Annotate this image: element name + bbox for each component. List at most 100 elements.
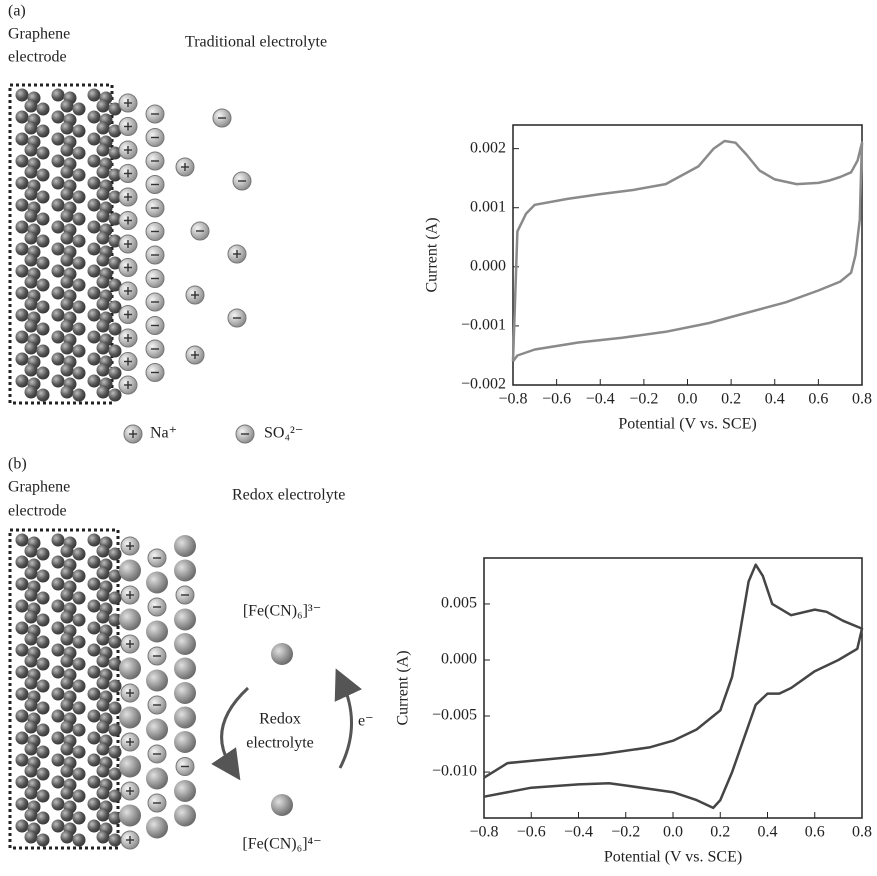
atom	[73, 548, 86, 561]
atom	[16, 556, 29, 569]
atom	[16, 111, 29, 124]
atom	[73, 570, 86, 583]
atom	[52, 309, 65, 322]
atom	[88, 111, 101, 124]
y-tick-label: −0.005	[432, 707, 477, 724]
atom	[97, 100, 110, 113]
y-axis-title: Current (A)	[395, 650, 412, 725]
atom	[109, 790, 122, 803]
atom	[88, 155, 101, 168]
atom	[97, 677, 110, 690]
redox-ion	[174, 682, 196, 704]
atom	[16, 754, 29, 767]
redox-ion	[146, 817, 168, 839]
atom	[16, 578, 29, 591]
atom	[52, 243, 65, 256]
atom	[37, 191, 50, 204]
atom	[37, 235, 50, 248]
redox-ion	[271, 794, 293, 816]
atom	[97, 831, 110, 844]
atom	[37, 680, 50, 693]
atom	[16, 688, 29, 701]
cv-curve	[513, 141, 862, 361]
atom	[61, 100, 74, 113]
redox-ion	[174, 633, 196, 655]
cycle-label: electrolyte	[246, 735, 314, 752]
redox-ion	[119, 805, 141, 827]
x-tick-label: 0.2	[721, 391, 741, 408]
atom	[52, 534, 65, 547]
atom	[73, 746, 86, 759]
atom	[52, 177, 65, 190]
atom	[25, 699, 38, 712]
atom	[73, 279, 86, 292]
atom	[52, 133, 65, 146]
y-tick-label: 0.005	[441, 595, 477, 612]
atom	[97, 386, 110, 399]
atom	[25, 100, 38, 113]
atom	[61, 765, 74, 778]
electrolyte-label: Redox electrolyte	[232, 487, 345, 504]
y-tick-label: 0.000	[441, 651, 477, 668]
atom	[52, 820, 65, 833]
x-tick-label: −0.8	[469, 824, 498, 841]
atom	[97, 188, 110, 201]
redox-ion	[146, 572, 168, 594]
atom	[37, 592, 50, 605]
atom	[25, 232, 38, 245]
atom	[61, 210, 74, 223]
legend-label: Na⁺	[150, 425, 177, 442]
atom	[52, 644, 65, 657]
atom	[16, 309, 29, 322]
atom	[88, 622, 101, 635]
atom	[88, 199, 101, 212]
atom	[109, 746, 122, 759]
redox-ion	[146, 621, 168, 643]
atom	[73, 191, 86, 204]
atom	[25, 166, 38, 179]
electrode-label: electrode	[8, 49, 67, 66]
atom	[88, 243, 101, 256]
x-tick-label: 0.8	[852, 391, 872, 408]
atom	[88, 89, 101, 102]
redox-ion	[146, 670, 168, 692]
atom	[61, 589, 74, 602]
atom	[61, 633, 74, 646]
atom	[52, 666, 65, 679]
atom	[16, 375, 29, 388]
atom	[73, 301, 86, 314]
x-tick-label: −0.4	[564, 824, 593, 841]
atom	[109, 680, 122, 693]
arrow	[340, 682, 352, 768]
atom	[61, 809, 74, 822]
atom	[97, 298, 110, 311]
atom	[37, 702, 50, 715]
x-tick-label: 0.0	[678, 391, 698, 408]
atom	[16, 221, 29, 234]
atom	[52, 89, 65, 102]
atom	[52, 375, 65, 388]
atom	[52, 111, 65, 124]
atom	[97, 809, 110, 822]
atom	[37, 367, 50, 380]
atom	[109, 345, 122, 358]
atom	[73, 235, 86, 248]
atom	[16, 287, 29, 300]
atom	[61, 342, 74, 355]
atom	[73, 345, 86, 358]
atom	[25, 188, 38, 201]
atom	[61, 699, 74, 712]
atom	[52, 688, 65, 701]
atom	[25, 254, 38, 267]
redox-ion	[174, 707, 196, 729]
atom	[97, 545, 110, 558]
atom	[97, 787, 110, 800]
atom	[73, 658, 86, 671]
atom	[16, 133, 29, 146]
atom	[88, 776, 101, 789]
atom	[52, 754, 65, 767]
atom	[97, 611, 110, 624]
atom	[52, 221, 65, 234]
atom	[25, 831, 38, 844]
atom	[109, 323, 122, 336]
